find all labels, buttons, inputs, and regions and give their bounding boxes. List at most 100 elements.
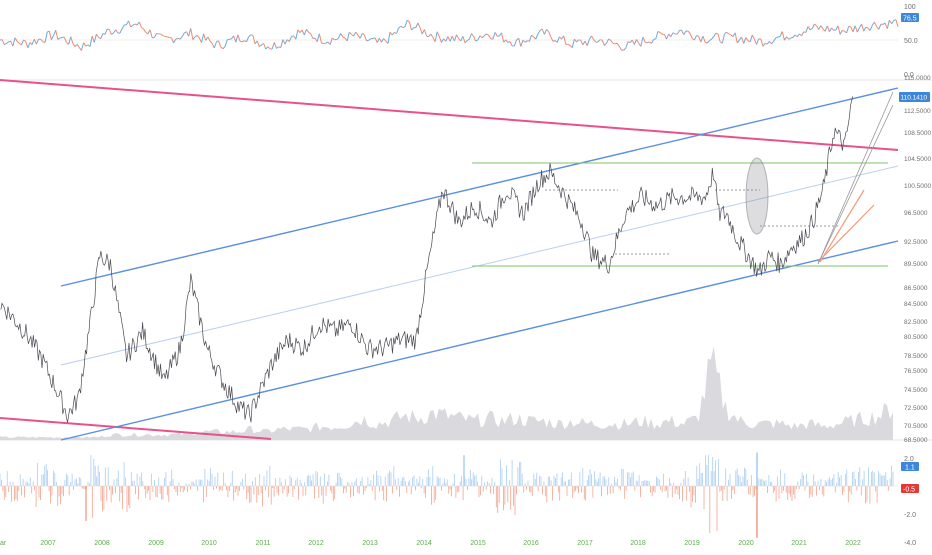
rsi-segment bbox=[448, 37, 450, 42]
rsi-segment bbox=[767, 41, 769, 44]
rsi-segment bbox=[847, 26, 849, 33]
rsi-segment bbox=[544, 29, 546, 34]
rsi-segment bbox=[712, 37, 714, 40]
x-tick-label: 2009 bbox=[148, 540, 164, 547]
rsi-segment bbox=[150, 30, 152, 38]
price-tick-label: 108.5000 bbox=[904, 130, 931, 137]
price-tick-label: 86.5000 bbox=[904, 285, 928, 292]
rsi-segment bbox=[412, 28, 414, 30]
rsi-segment bbox=[339, 33, 341, 37]
rsi-segment bbox=[195, 35, 197, 37]
rsi-segment bbox=[324, 43, 326, 44]
rsi-segment bbox=[812, 24, 814, 29]
rsi-segment bbox=[688, 31, 690, 34]
rsi-segment bbox=[259, 45, 261, 47]
rsi-segment bbox=[322, 43, 324, 44]
rsi-segment bbox=[862, 24, 864, 31]
rsi-segment bbox=[405, 20, 407, 26]
rsi-segment bbox=[793, 35, 795, 38]
rsi-segment bbox=[840, 30, 842, 34]
rsi-segment bbox=[778, 37, 780, 38]
rsi-segment bbox=[521, 40, 523, 46]
rsi-segment bbox=[465, 41, 467, 43]
rsi-segment bbox=[58, 38, 60, 40]
hist-tick-label: 2.0 bbox=[904, 456, 914, 463]
rsi-segment bbox=[789, 38, 791, 39]
rsi-segment bbox=[296, 30, 298, 39]
price-line bbox=[1, 96, 853, 422]
price-tick-label: 82.5000 bbox=[904, 319, 928, 326]
rsi-segment bbox=[853, 26, 855, 32]
rsi-segment bbox=[418, 23, 420, 28]
x-tick-label: ar bbox=[0, 540, 7, 547]
rsi-segment bbox=[579, 40, 581, 41]
rsi-segment bbox=[343, 37, 345, 38]
rsi-segment bbox=[105, 29, 107, 34]
rsi-segment bbox=[592, 36, 594, 40]
x-tick-label: 2015 bbox=[470, 540, 486, 547]
rsi-segment bbox=[585, 41, 587, 46]
rsi-segment bbox=[6, 42, 8, 44]
rsi-segment bbox=[268, 47, 270, 49]
rsi-segment bbox=[225, 40, 227, 47]
rsi-segment bbox=[45, 32, 47, 42]
rsi-segment bbox=[874, 22, 876, 26]
rsi-segment bbox=[397, 28, 399, 33]
rsi-segment bbox=[77, 44, 79, 47]
rsi-segment bbox=[872, 22, 874, 25]
rsi-segment bbox=[671, 33, 673, 37]
rsi-segment bbox=[319, 34, 321, 43]
highlight-ellipse bbox=[746, 158, 768, 234]
rsi-segment bbox=[523, 40, 525, 42]
price-tick-label: 80.5000 bbox=[904, 334, 928, 341]
x-tick-label: 2018 bbox=[630, 540, 646, 547]
rsi-segment bbox=[583, 41, 585, 45]
rsi-segment bbox=[480, 36, 482, 38]
rsi-segment bbox=[617, 43, 619, 46]
price-tick-label: 70.5000 bbox=[904, 423, 928, 430]
rsi-segment bbox=[851, 27, 853, 32]
rsi-segment bbox=[189, 28, 191, 36]
rsi-segment bbox=[714, 33, 716, 36]
rsi-segment bbox=[472, 34, 474, 37]
rsi-segment bbox=[737, 40, 739, 43]
rsi-segment bbox=[144, 29, 146, 32]
rsi-segment bbox=[309, 32, 311, 34]
rsi-segment bbox=[101, 34, 103, 39]
rsi-segment bbox=[613, 43, 615, 44]
rsi-segment bbox=[223, 47, 225, 49]
rsi-segment bbox=[887, 20, 889, 29]
rsi-segment bbox=[819, 26, 821, 30]
rsi-segment bbox=[409, 22, 411, 30]
rsi-segment bbox=[542, 29, 544, 35]
rsi-segment bbox=[227, 39, 229, 40]
rsi-segment bbox=[86, 45, 88, 46]
rsi-segment bbox=[752, 35, 754, 39]
rsi-segment bbox=[484, 34, 486, 36]
rsi-segment bbox=[407, 20, 409, 22]
rsi-segment bbox=[281, 40, 283, 48]
x-tick-label: 2013 bbox=[362, 540, 378, 547]
volume-area bbox=[0, 346, 893, 440]
rsi-segment bbox=[163, 36, 165, 37]
x-tick-label: 2016 bbox=[523, 540, 539, 547]
rsi-segment bbox=[707, 41, 709, 43]
rsi-segment bbox=[442, 39, 444, 43]
rsi-segment bbox=[311, 34, 313, 39]
rsi-segment bbox=[403, 27, 405, 28]
rsi-segment bbox=[857, 28, 859, 32]
rsi-segment bbox=[885, 23, 887, 29]
rsi-segment bbox=[703, 36, 705, 42]
price-series bbox=[1, 96, 853, 422]
rsi-segment bbox=[656, 31, 658, 39]
rsi-segment bbox=[180, 37, 182, 40]
rsi-segment bbox=[139, 22, 141, 28]
rsi-segment bbox=[457, 35, 459, 39]
rsi-segment bbox=[330, 38, 332, 45]
rsi-segment bbox=[341, 33, 343, 37]
rsi-segment bbox=[204, 34, 206, 41]
rsi-segment bbox=[502, 33, 504, 42]
rsi-segment bbox=[735, 33, 737, 43]
rsi-segment bbox=[469, 34, 471, 40]
rsi-segment bbox=[116, 30, 118, 33]
